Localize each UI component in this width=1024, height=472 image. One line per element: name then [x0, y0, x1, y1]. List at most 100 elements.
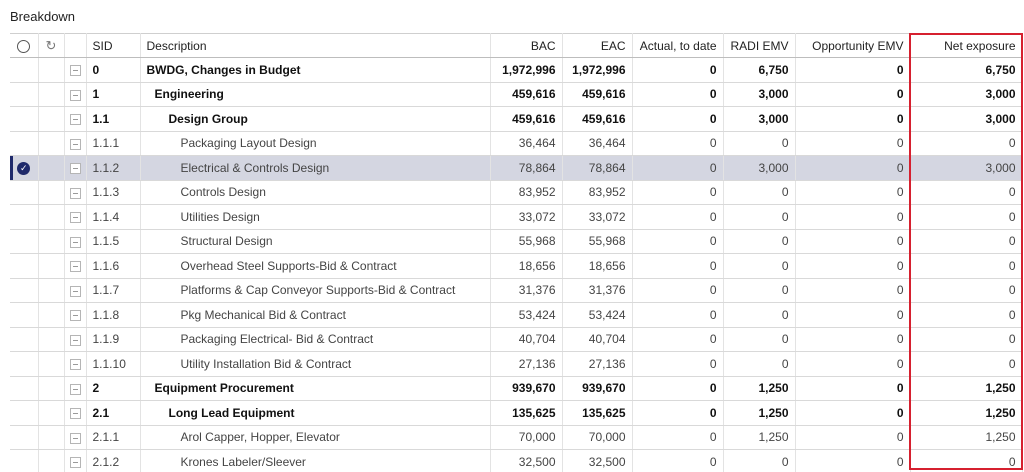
- row-refresh-cell: [38, 351, 65, 377]
- table-row[interactable]: 0 BWDG, Changes in Budget 1,972,996 1,97…: [10, 57, 1023, 83]
- collapse-box-icon[interactable]: [69, 310, 81, 322]
- collapse-box-icon[interactable]: [69, 383, 81, 395]
- row-select-cell[interactable]: [10, 400, 39, 426]
- net-exposure-header[interactable]: Net exposure: [910, 33, 1023, 58]
- row-select-cell[interactable]: [10, 425, 39, 450]
- collapse-toggle[interactable]: [64, 400, 87, 426]
- eac-cell: 32,500: [562, 449, 633, 472]
- header-row: ↻ SID Description BAC EAC Actual, to dat…: [10, 33, 1023, 58]
- check-circle-icon[interactable]: ✓: [17, 161, 31, 175]
- actual-header[interactable]: Actual, to date: [632, 33, 724, 58]
- table-row-selected[interactable]: ✓ 1.1.2 Electrical & Controls Design 78,…: [10, 155, 1023, 181]
- collapse-toggle[interactable]: [64, 302, 87, 328]
- collapse-box-icon[interactable]: [69, 89, 81, 101]
- collapse-toggle[interactable]: [64, 376, 87, 401]
- description-header[interactable]: Description: [140, 33, 491, 58]
- row-select-cell[interactable]: [10, 204, 39, 230]
- collapse-toggle[interactable]: [64, 57, 87, 83]
- collapse-toggle[interactable]: [64, 229, 87, 254]
- table-row[interactable]: 1 Engineering 459,616 459,616 0 3,000 0 …: [10, 82, 1023, 107]
- row-select-cell[interactable]: [10, 253, 39, 279]
- collapse-box-icon[interactable]: [69, 285, 81, 297]
- bac-cell: 135,625: [490, 400, 563, 426]
- bac-header[interactable]: BAC: [490, 33, 563, 58]
- collapse-toggle[interactable]: [64, 82, 87, 107]
- collapse-box-icon[interactable]: [69, 187, 81, 199]
- collapse-toggle[interactable]: [64, 278, 87, 303]
- sid-cell: 1.1.1: [86, 131, 141, 156]
- row-select-cell[interactable]: [10, 229, 39, 254]
- actual-cell: 0: [632, 449, 724, 472]
- opportunity-emv-header[interactable]: Opportunity EMV: [795, 33, 911, 58]
- row-select-cell[interactable]: [10, 82, 39, 107]
- table-row[interactable]: 1.1.8 Pkg Mechanical Bid & Contract 53,4…: [10, 302, 1023, 328]
- collapse-toggle[interactable]: [64, 204, 87, 230]
- collapse-box-icon[interactable]: [69, 408, 81, 420]
- collapse-toggle[interactable]: [64, 180, 87, 205]
- collapse-box-icon[interactable]: [69, 65, 81, 77]
- table-row[interactable]: 2.1 Long Lead Equipment 135,625 135,625 …: [10, 400, 1023, 426]
- table-row[interactable]: 1.1.7 Platforms & Cap Conveyor Supports-…: [10, 278, 1023, 303]
- row-select-cell[interactable]: ✓: [10, 155, 39, 181]
- row-select-cell[interactable]: [10, 449, 39, 472]
- select-all-header[interactable]: [10, 33, 39, 58]
- collapse-box-icon[interactable]: [69, 114, 81, 126]
- row-select-cell[interactable]: [10, 376, 39, 401]
- sid-cell: 2.1: [86, 400, 141, 426]
- table-row[interactable]: 1.1.3 Controls Design 83,952 83,952 0 0 …: [10, 180, 1023, 205]
- collapse-box-icon[interactable]: [69, 261, 81, 273]
- row-select-cell[interactable]: [10, 302, 39, 328]
- radi-emv-header[interactable]: RADI EMV: [723, 33, 796, 58]
- collapse-box-icon[interactable]: [69, 163, 81, 175]
- collapse-toggle[interactable]: [64, 425, 87, 450]
- description-cell: Overhead Steel Supports-Bid & Contract: [140, 253, 491, 279]
- opportunity-emv-cell: 0: [795, 278, 911, 303]
- collapse-box-icon[interactable]: [69, 334, 81, 346]
- row-select-cell[interactable]: [10, 57, 39, 83]
- row-select-cell[interactable]: [10, 351, 39, 377]
- collapse-toggle[interactable]: [64, 253, 87, 279]
- table-row[interactable]: 1.1.10 Utility Installation Bid & Contra…: [10, 351, 1023, 377]
- table-row[interactable]: 1.1 Design Group 459,616 459,616 0 3,000…: [10, 106, 1023, 132]
- actual-cell: 0: [632, 204, 724, 230]
- table-row[interactable]: 1.1.5 Structural Design 55,968 55,968 0 …: [10, 229, 1023, 254]
- table-row[interactable]: 1.1.9 Packaging Electrical- Bid & Contra…: [10, 327, 1023, 352]
- table-row[interactable]: 2 Equipment Procurement 939,670 939,670 …: [10, 376, 1023, 401]
- collapse-box-icon[interactable]: [69, 212, 81, 224]
- table-row[interactable]: 2.1.2 Krones Labeler/Sleever 32,500 32,5…: [10, 449, 1023, 472]
- table-row[interactable]: 1.1.4 Utilities Design 33,072 33,072 0 0…: [10, 204, 1023, 230]
- table-row[interactable]: 2.1.1 Arol Capper, Hopper, Elevator 70,0…: [10, 425, 1023, 450]
- table-row[interactable]: 1.1.1 Packaging Layout Design 36,464 36,…: [10, 131, 1023, 156]
- collapse-box-icon[interactable]: [69, 457, 81, 469]
- refresh-header[interactable]: ↻: [38, 33, 65, 58]
- circle-outline-icon[interactable]: [17, 39, 31, 53]
- eac-cell: 459,616: [562, 106, 633, 132]
- radi-emv-cell: 1,250: [723, 400, 796, 426]
- collapse-box-icon[interactable]: [69, 138, 81, 150]
- row-select-cell[interactable]: [10, 327, 39, 352]
- collapse-box-icon[interactable]: [69, 359, 81, 371]
- sid-header[interactable]: SID: [86, 33, 141, 58]
- row-refresh-cell: [38, 180, 65, 205]
- breakdown-table: ↻ SID Description BAC EAC Actual, to dat…: [10, 33, 1023, 472]
- collapse-toggle[interactable]: [64, 449, 87, 472]
- refresh-icon[interactable]: ↻: [45, 37, 57, 53]
- collapse-toggle[interactable]: [64, 351, 87, 377]
- collapse-box-icon[interactable]: [69, 432, 81, 444]
- bac-cell: 40,704: [490, 327, 563, 352]
- row-select-cell[interactable]: [10, 106, 39, 132]
- collapse-toggle[interactable]: [64, 327, 87, 352]
- eac-header[interactable]: EAC: [562, 33, 633, 58]
- row-select-cell[interactable]: [10, 131, 39, 156]
- collapse-toggle[interactable]: [64, 106, 87, 132]
- opportunity-emv-cell: 0: [795, 106, 911, 132]
- collapse-box-icon[interactable]: [69, 236, 81, 248]
- collapse-toggle[interactable]: [64, 131, 87, 156]
- row-select-cell[interactable]: [10, 278, 39, 303]
- radi-emv-cell: 0: [723, 229, 796, 254]
- description-cell: Utility Installation Bid & Contract: [140, 351, 491, 377]
- opportunity-emv-cell: 0: [795, 400, 911, 426]
- row-select-cell[interactable]: [10, 180, 39, 205]
- collapse-toggle[interactable]: [64, 155, 87, 181]
- table-row[interactable]: 1.1.6 Overhead Steel Supports-Bid & Cont…: [10, 253, 1023, 279]
